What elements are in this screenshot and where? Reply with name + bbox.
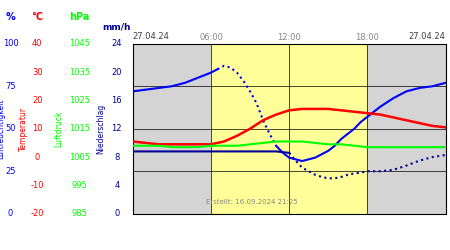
Text: 0: 0	[35, 152, 40, 162]
Text: 50: 50	[5, 124, 16, 133]
Text: 0: 0	[114, 209, 119, 218]
Text: 30: 30	[32, 68, 42, 76]
Text: 75: 75	[5, 82, 16, 91]
Text: 25: 25	[5, 167, 16, 176]
Text: 27.04.24: 27.04.24	[133, 32, 170, 41]
Bar	[367, 44, 446, 214]
Text: 24: 24	[112, 39, 122, 48]
Text: 1035: 1035	[69, 68, 90, 76]
Text: Temperatur: Temperatur	[19, 107, 28, 151]
Text: Luftdruck: Luftdruck	[54, 110, 63, 147]
Text: 1015: 1015	[69, 124, 90, 133]
Text: 1005: 1005	[69, 152, 90, 162]
Text: 8: 8	[114, 152, 120, 162]
Text: 100: 100	[3, 39, 18, 48]
Text: 10: 10	[32, 124, 42, 133]
Text: mm/h: mm/h	[103, 23, 131, 32]
Text: hPa: hPa	[69, 12, 90, 22]
Text: 12: 12	[112, 124, 122, 133]
Text: 0: 0	[8, 209, 13, 218]
Text: Erstellt: 16.09.2024 21:25: Erstellt: 16.09.2024 21:25	[206, 199, 297, 205]
Bar	[133, 44, 211, 214]
Text: 16: 16	[112, 96, 122, 105]
Text: 4: 4	[114, 181, 119, 190]
Text: Luftfeuchtigkeit: Luftfeuchtigkeit	[0, 98, 5, 159]
Text: -20: -20	[31, 209, 44, 218]
Text: 1025: 1025	[69, 96, 90, 105]
Text: 20: 20	[112, 68, 122, 76]
Text: 20: 20	[32, 96, 42, 105]
Text: 27.04.24: 27.04.24	[409, 32, 446, 41]
Text: °C: °C	[31, 12, 43, 22]
Text: %: %	[6, 12, 15, 22]
Text: 995: 995	[72, 181, 87, 190]
Text: 985: 985	[72, 209, 88, 218]
Text: -10: -10	[31, 181, 44, 190]
Text: 40: 40	[32, 39, 42, 48]
Text: 1045: 1045	[69, 39, 90, 48]
Text: Niederschlag: Niederschlag	[96, 104, 105, 154]
Bar	[211, 44, 367, 214]
